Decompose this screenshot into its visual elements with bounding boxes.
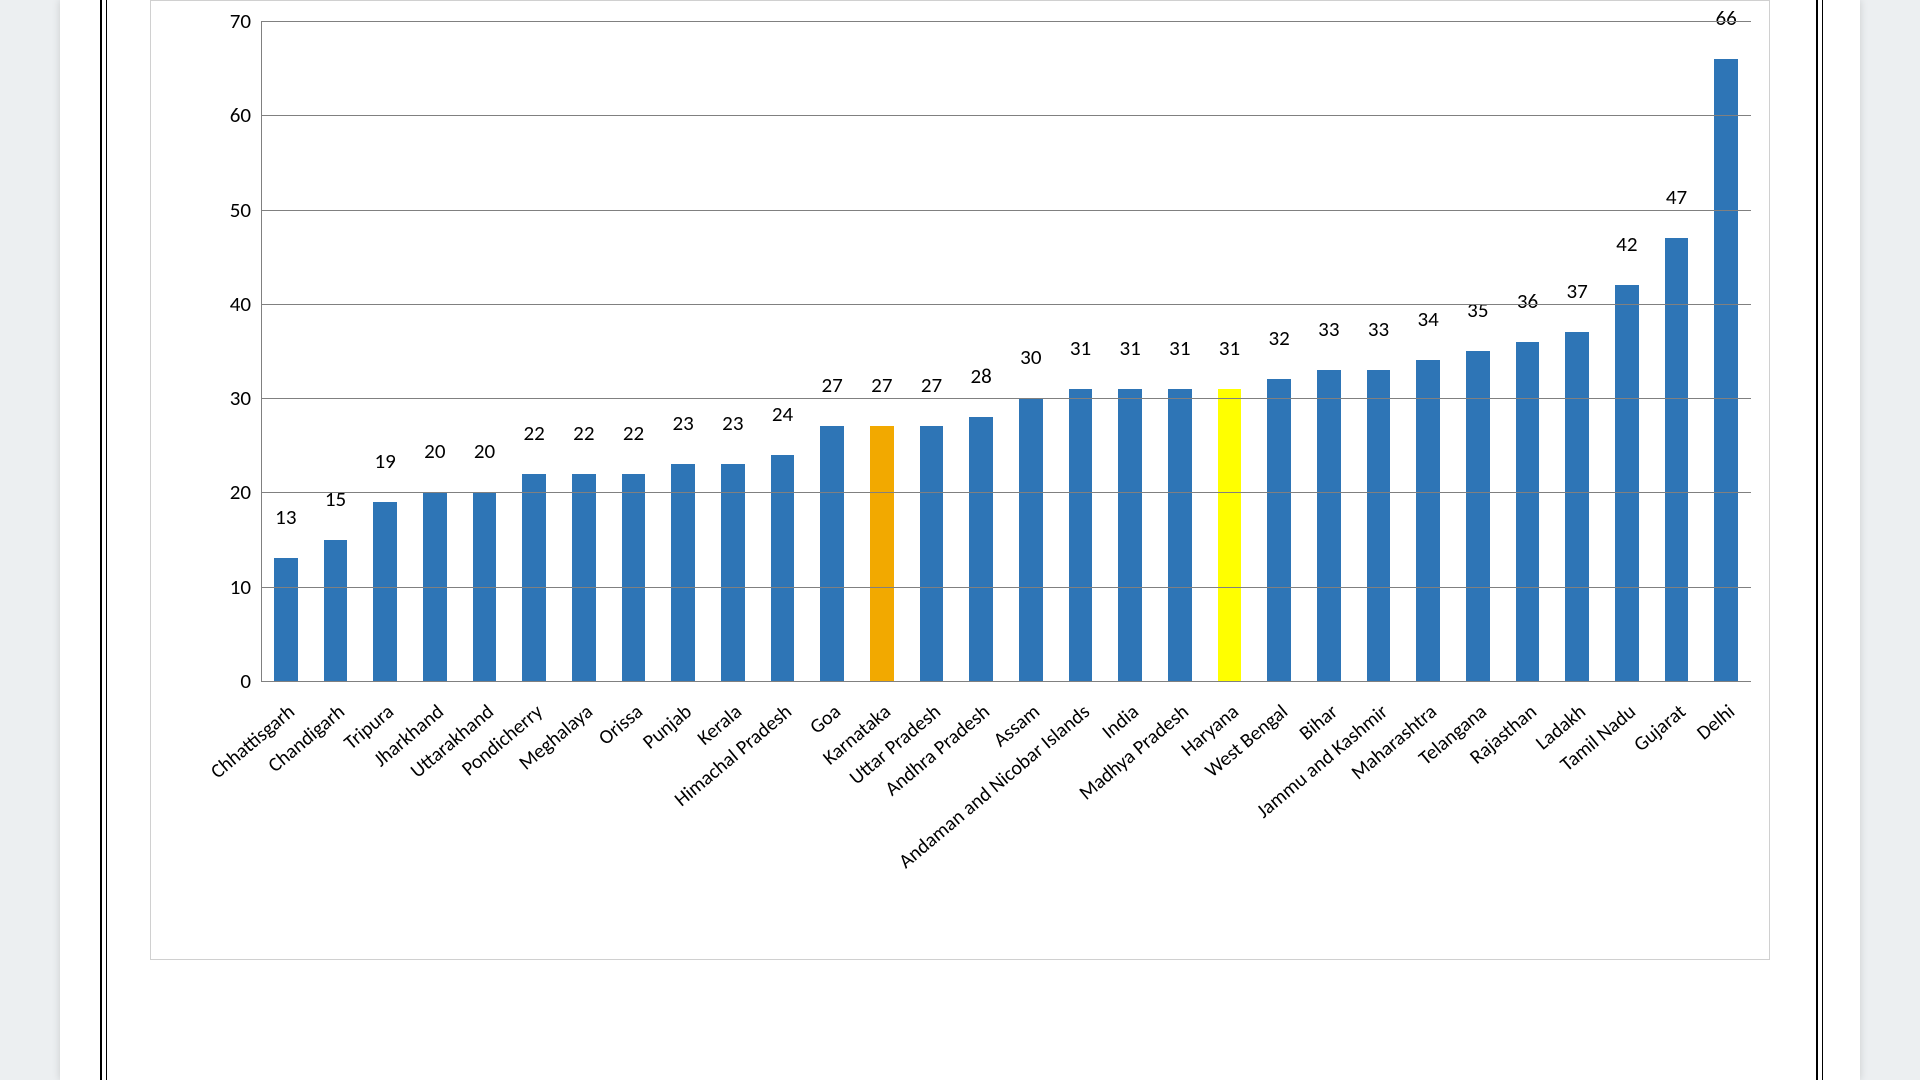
chart-y-tick-label: 70 bbox=[191, 8, 251, 34]
chart-gridline bbox=[261, 681, 1751, 682]
chart-bar bbox=[1615, 285, 1639, 681]
chart-bar bbox=[1069, 389, 1093, 681]
chart-y-axis bbox=[261, 21, 262, 681]
chart-category-label: Punjab bbox=[638, 700, 697, 755]
chart-y-tick-label: 0 bbox=[191, 668, 251, 694]
chart-bar bbox=[1267, 379, 1291, 681]
chart-bar-value-label: 37 bbox=[1567, 278, 1588, 304]
chart-bar bbox=[721, 464, 745, 681]
chart-bar bbox=[671, 464, 695, 681]
chart-bar-value-label: 27 bbox=[921, 372, 942, 398]
chart-category-label: Gujarat bbox=[1629, 700, 1691, 757]
chart-bar-value-label: 33 bbox=[1368, 316, 1389, 342]
chart-category-label: Delhi bbox=[1692, 700, 1740, 745]
chart-y-tick-label: 10 bbox=[191, 574, 251, 600]
chart-bar-value-label: 23 bbox=[673, 410, 694, 436]
chart-bar-value-label: 32 bbox=[1269, 325, 1290, 351]
chart-gridline bbox=[261, 587, 1751, 588]
chart-bar-value-label: 22 bbox=[623, 420, 644, 446]
chart-plot-area: 13 15 19 20 20 22 22 22 23 23 24 27 27 27 28 30 31 31 31 31… bbox=[261, 21, 1751, 681]
chart-bar bbox=[1218, 389, 1242, 681]
chart-bar-value-label: 19 bbox=[375, 448, 396, 474]
chart-gridline bbox=[261, 398, 1751, 399]
chart-bar bbox=[1367, 370, 1391, 681]
chart-bar-value-label: 36 bbox=[1517, 288, 1538, 314]
chart-gridline bbox=[261, 304, 1751, 305]
chart-bar-value-label: 47 bbox=[1666, 184, 1687, 210]
chart-bar bbox=[324, 540, 348, 681]
chart-gridline bbox=[261, 21, 1751, 22]
chart-bar-value-label: 33 bbox=[1318, 316, 1339, 342]
chart-bar bbox=[1168, 389, 1192, 681]
chart-y-tick-label: 50 bbox=[191, 197, 251, 223]
chart-bar-value-label: 23 bbox=[722, 410, 743, 436]
chart-bar-value-label: 34 bbox=[1418, 306, 1439, 332]
chart-bar-value-label: 42 bbox=[1616, 231, 1637, 257]
chart-bar-value-label: 31 bbox=[1219, 335, 1240, 361]
chart-bar bbox=[572, 474, 596, 681]
chart-category-label: Orissa bbox=[593, 700, 647, 751]
chart-gridline bbox=[261, 492, 1751, 493]
chart-bar bbox=[920, 426, 944, 681]
chart-bar-value-label: 20 bbox=[424, 438, 445, 464]
chart-bar-value-label: 31 bbox=[1120, 335, 1141, 361]
chart-bar bbox=[1019, 398, 1043, 681]
chart-bar bbox=[969, 417, 993, 681]
chart-bar bbox=[373, 502, 397, 681]
chart-gridline bbox=[261, 210, 1751, 211]
chart-bar-value-label: 27 bbox=[822, 372, 843, 398]
chart-bar-value-label: 20 bbox=[474, 438, 495, 464]
document-page: 13 15 19 20 20 22 22 22 23 23 24 27 27 27 28 30 31 31 31 31… bbox=[60, 0, 1860, 1080]
chart-bar bbox=[274, 558, 298, 681]
chart-bar-value-label: 35 bbox=[1467, 297, 1488, 323]
chart-bar bbox=[1565, 332, 1589, 681]
chart-bar-value-label: 28 bbox=[971, 363, 992, 389]
chart-bar-value-label: 66 bbox=[1716, 5, 1737, 31]
chart-bar-value-label: 22 bbox=[524, 420, 545, 446]
chart-bar bbox=[522, 474, 546, 681]
chart-frame: 13 15 19 20 20 22 22 22 23 23 24 27 27 27 28 30 31 31 31 31… bbox=[150, 0, 1770, 960]
chart-bar bbox=[870, 426, 894, 681]
page-rule-left bbox=[100, 0, 102, 1080]
chart-bar bbox=[1466, 351, 1490, 681]
chart-bar bbox=[820, 426, 844, 681]
chart-bar bbox=[1416, 360, 1440, 681]
chart-bar-value-label: 15 bbox=[325, 486, 346, 512]
chart-gridline bbox=[261, 115, 1751, 116]
page-rule-right bbox=[1816, 0, 1818, 1080]
chart-bar bbox=[771, 455, 795, 681]
chart-bar bbox=[1118, 389, 1142, 681]
chart-bar-value-label: 27 bbox=[871, 372, 892, 398]
chart-bar-value-label: 22 bbox=[573, 420, 594, 446]
chart-bar bbox=[622, 474, 646, 681]
chart-bar-value-label: 31 bbox=[1070, 335, 1091, 361]
chart-y-tick-label: 40 bbox=[191, 291, 251, 317]
chart-bar-value-label: 24 bbox=[772, 401, 793, 427]
chart-bar bbox=[1317, 370, 1341, 681]
chart-bar bbox=[1516, 342, 1540, 681]
chart-y-tick-label: 60 bbox=[191, 102, 251, 128]
chart-bar-value-label: 31 bbox=[1169, 335, 1190, 361]
chart-x-labels: ChhattisgarhChandigarhTripuraJharkhandUt… bbox=[261, 683, 1751, 943]
chart-y-tick-label: 20 bbox=[191, 479, 251, 505]
chart-bar-value-label: 13 bbox=[275, 504, 296, 530]
chart-bar-value-label: 30 bbox=[1020, 344, 1041, 370]
chart-y-tick-label: 30 bbox=[191, 385, 251, 411]
chart-bars: 13 15 19 20 20 22 22 22 23 23 24 27 27 27 28 30 31 31 31 31… bbox=[261, 21, 1751, 681]
